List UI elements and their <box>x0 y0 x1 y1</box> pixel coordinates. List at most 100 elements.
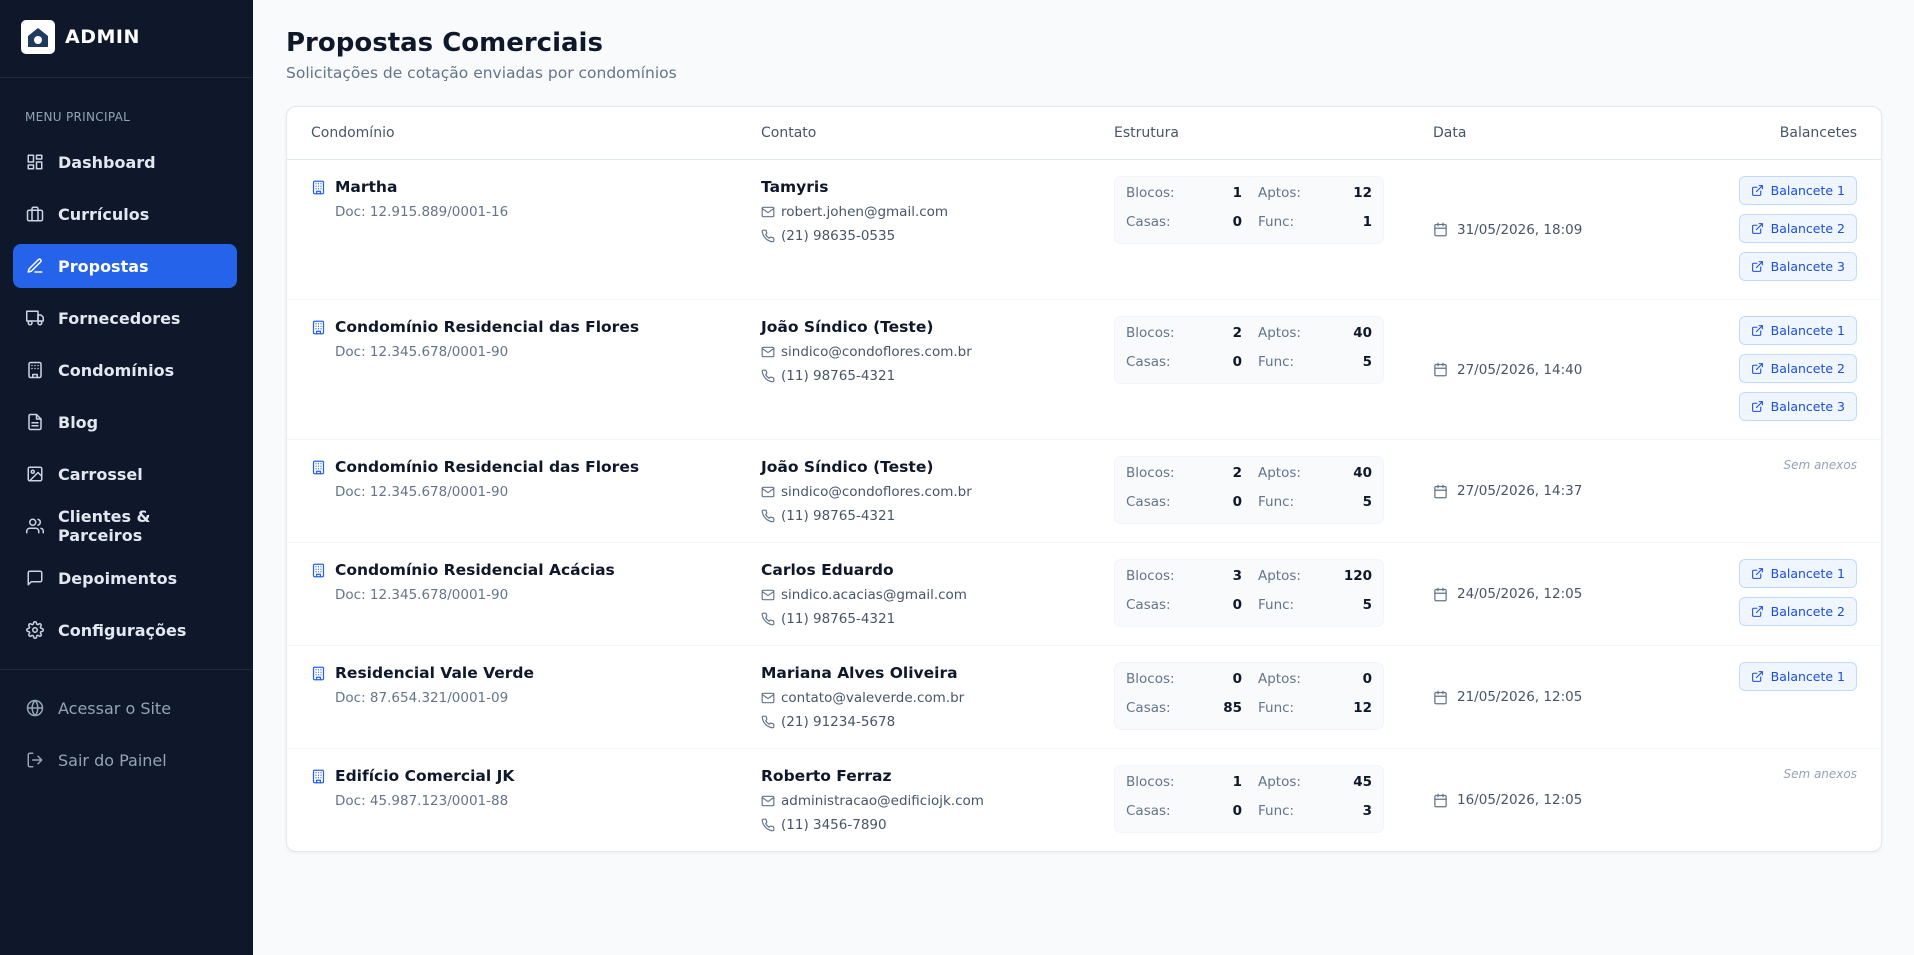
structure-cell: Blocos: 3 Aptos: 120 Casas: 0 Func: 5 <box>1114 559 1433 627</box>
menu-item-label: Configurações <box>58 620 187 640</box>
structure-value: 2 <box>1232 325 1242 341</box>
condo-doc: Doc: 87.654.321/0001-09 <box>335 690 509 706</box>
structure-item: Casas: 0 <box>1126 803 1242 824</box>
menu-item[interactable]: Configurações <box>13 608 237 652</box>
structure-item: Func: 5 <box>1258 354 1372 375</box>
menu-item[interactable]: Clientes & Parceiros <box>13 504 237 548</box>
phone-text: (11) 98765-4321 <box>781 611 896 627</box>
table-row: Condomínio Residencial Acácias Doc: 12.34… <box>287 543 1881 646</box>
structure-value: 45 <box>1353 774 1372 790</box>
condo-doc: Doc: 45.987.123/0001-88 <box>335 793 509 809</box>
phone-text: (11) 3456-7890 <box>781 817 887 833</box>
balancete-label: Balancete 2 <box>1770 604 1845 619</box>
structure-cell: Blocos: 1 Aptos: 12 Casas: 0 Func: 1 <box>1114 176 1433 281</box>
contact-name: João Síndico (Teste) <box>761 458 934 476</box>
structure-cell: Blocos: 1 Aptos: 45 Casas: 0 Func: 3 <box>1114 765 1433 833</box>
balancetes-cell: Balancete 1 <box>1738 662 1857 730</box>
condo-name-text: Condomínio Residencial das Flores <box>335 318 640 336</box>
structure-value: 3 <box>1232 568 1242 584</box>
balancete-button[interactable]: Balancete 3 <box>1738 392 1857 421</box>
condo-name-text: Edifício Comercial JK <box>335 767 515 785</box>
structure-item: Aptos: 40 <box>1258 325 1372 346</box>
contact-name: Tamyris <box>761 178 829 196</box>
structure-item: Blocos: 2 <box>1126 325 1242 346</box>
phone-text: (11) 98765-4321 <box>781 508 896 524</box>
balancete-button[interactable]: Balancete 2 <box>1738 354 1857 383</box>
structure-label: Aptos: <box>1258 185 1301 201</box>
structure-item: Casas: 0 <box>1126 214 1242 235</box>
structure-item: Func: 12 <box>1258 700 1372 721</box>
balancete-list: Balancete 1 Balancete 2 Balancete 3 <box>1738 176 1857 281</box>
menu-item[interactable]: Depoimentos <box>13 556 237 600</box>
no-attachments: Sem anexos <box>1783 767 1857 781</box>
date-text: 27/05/2026, 14:40 <box>1457 361 1583 378</box>
column-header: Contato <box>761 125 817 141</box>
structure-value: 40 <box>1353 465 1372 481</box>
balancete-button[interactable]: Balancete 1 <box>1738 662 1857 691</box>
structure-label: Casas: <box>1126 494 1171 510</box>
menu-item[interactable]: Currículos <box>13 192 237 236</box>
structure-value: 120 <box>1343 568 1372 584</box>
menu-item-label: Condomínios <box>58 360 175 380</box>
contact-phone: (11) 98765-4321 <box>761 611 1114 627</box>
condo-name: Condomínio Residencial das Flores <box>311 318 761 336</box>
structure-label: Func: <box>1258 597 1295 613</box>
menu-item[interactable]: Dashboard <box>13 140 237 184</box>
contact-email: administracao@edificiojk.com <box>761 793 1114 809</box>
balancetes-cell: Balancete 1 Balancete 2 Balancete 3 <box>1738 316 1857 421</box>
condo-name: Residencial Vale Verde <box>311 664 761 682</box>
balancete-button[interactable]: Balancete 3 <box>1738 252 1857 281</box>
contact-cell: Roberto Ferraz administracao@edificiojk.c… <box>761 767 1114 833</box>
balancete-list: Balancete 1 <box>1738 662 1857 691</box>
logo <box>21 20 55 54</box>
footer-item[interactable]: Sair do Painel <box>13 738 237 782</box>
email-text: sindico.acacias@gmail.com <box>781 587 967 603</box>
balancete-button[interactable]: Balancete 1 <box>1738 316 1857 345</box>
balancete-button[interactable]: Balancete 1 <box>1738 559 1857 588</box>
structure-value: 0 <box>1362 671 1372 687</box>
balancete-label: Balancete 1 <box>1770 323 1845 338</box>
structure-label: Aptos: <box>1258 465 1301 481</box>
menu-item[interactable]: Condomínios <box>13 348 237 392</box>
structure-value: 5 <box>1362 597 1372 613</box>
structure-value: 85 <box>1223 700 1242 716</box>
balancete-button[interactable]: Balancete 1 <box>1738 176 1857 205</box>
structure-value: 1 <box>1362 214 1372 230</box>
structure-box: Blocos: 2 Aptos: 40 Casas: 0 Func: 5 <box>1114 316 1384 384</box>
structure-label: Func: <box>1258 354 1295 370</box>
structure-value: 2 <box>1232 465 1242 481</box>
footer-item[interactable]: Acessar o Site <box>13 686 237 730</box>
structure-value: 12 <box>1353 700 1372 716</box>
structure-label: Blocos: <box>1126 185 1175 201</box>
contact-name: Carlos Eduardo <box>761 561 894 579</box>
structure-value: 0 <box>1232 597 1242 613</box>
balancete-list: Balancete 1 Balancete 2 Balancete 3 <box>1738 316 1857 421</box>
menu-item-label: Fornecedores <box>58 308 181 328</box>
contact-cell: Carlos Eduardo sindico.acacias@gmail.com (… <box>761 561 1114 627</box>
menu-item[interactable]: Propostas <box>13 244 237 288</box>
condo-name-text: Condomínio Residencial Acácias <box>335 561 615 579</box>
menu-item[interactable]: Blog <box>13 400 237 444</box>
sidebar: ADMIN MENU PRINCIPAL Dashboard Currículos… <box>0 0 253 955</box>
condo-doc: Doc: 12.345.678/0001-90 <box>335 484 509 500</box>
structure-value: 0 <box>1232 494 1242 510</box>
condo-cell: Edifício Comercial JK Doc: 45.987.123/000… <box>311 767 761 833</box>
menu-item[interactable]: Fornecedores <box>13 296 237 340</box>
date-cell: 31/05/2026, 18:09 <box>1433 178 1657 281</box>
condo-cell: Condomínio Residencial das Flores Doc: 12… <box>311 318 761 421</box>
condo-doc: Doc: 12.345.678/0001-90 <box>335 344 509 360</box>
contact-cell: Mariana Alves Oliveira contato@valeverde.… <box>761 664 1114 730</box>
contact-cell: Tamyris robert.johen@gmail.com (21) 98635-… <box>761 178 1114 281</box>
balancete-button[interactable]: Balancete 2 <box>1738 597 1857 626</box>
structure-value: 1 <box>1232 185 1242 201</box>
menu-item[interactable]: Carrossel <box>13 452 237 496</box>
table-row: Condomínio Residencial das Flores Doc: 12… <box>287 440 1881 543</box>
balancetes-cell: Balancete 1 Balancete 2 Balancete 3 <box>1738 176 1857 281</box>
structure-cell: Blocos: 2 Aptos: 40 Casas: 0 Func: 5 <box>1114 456 1433 524</box>
structure-value: 5 <box>1362 354 1372 370</box>
balancete-button[interactable]: Balancete 2 <box>1738 214 1857 243</box>
menu-item-label: Currículos <box>58 204 150 224</box>
structure-label: Aptos: <box>1258 671 1301 687</box>
